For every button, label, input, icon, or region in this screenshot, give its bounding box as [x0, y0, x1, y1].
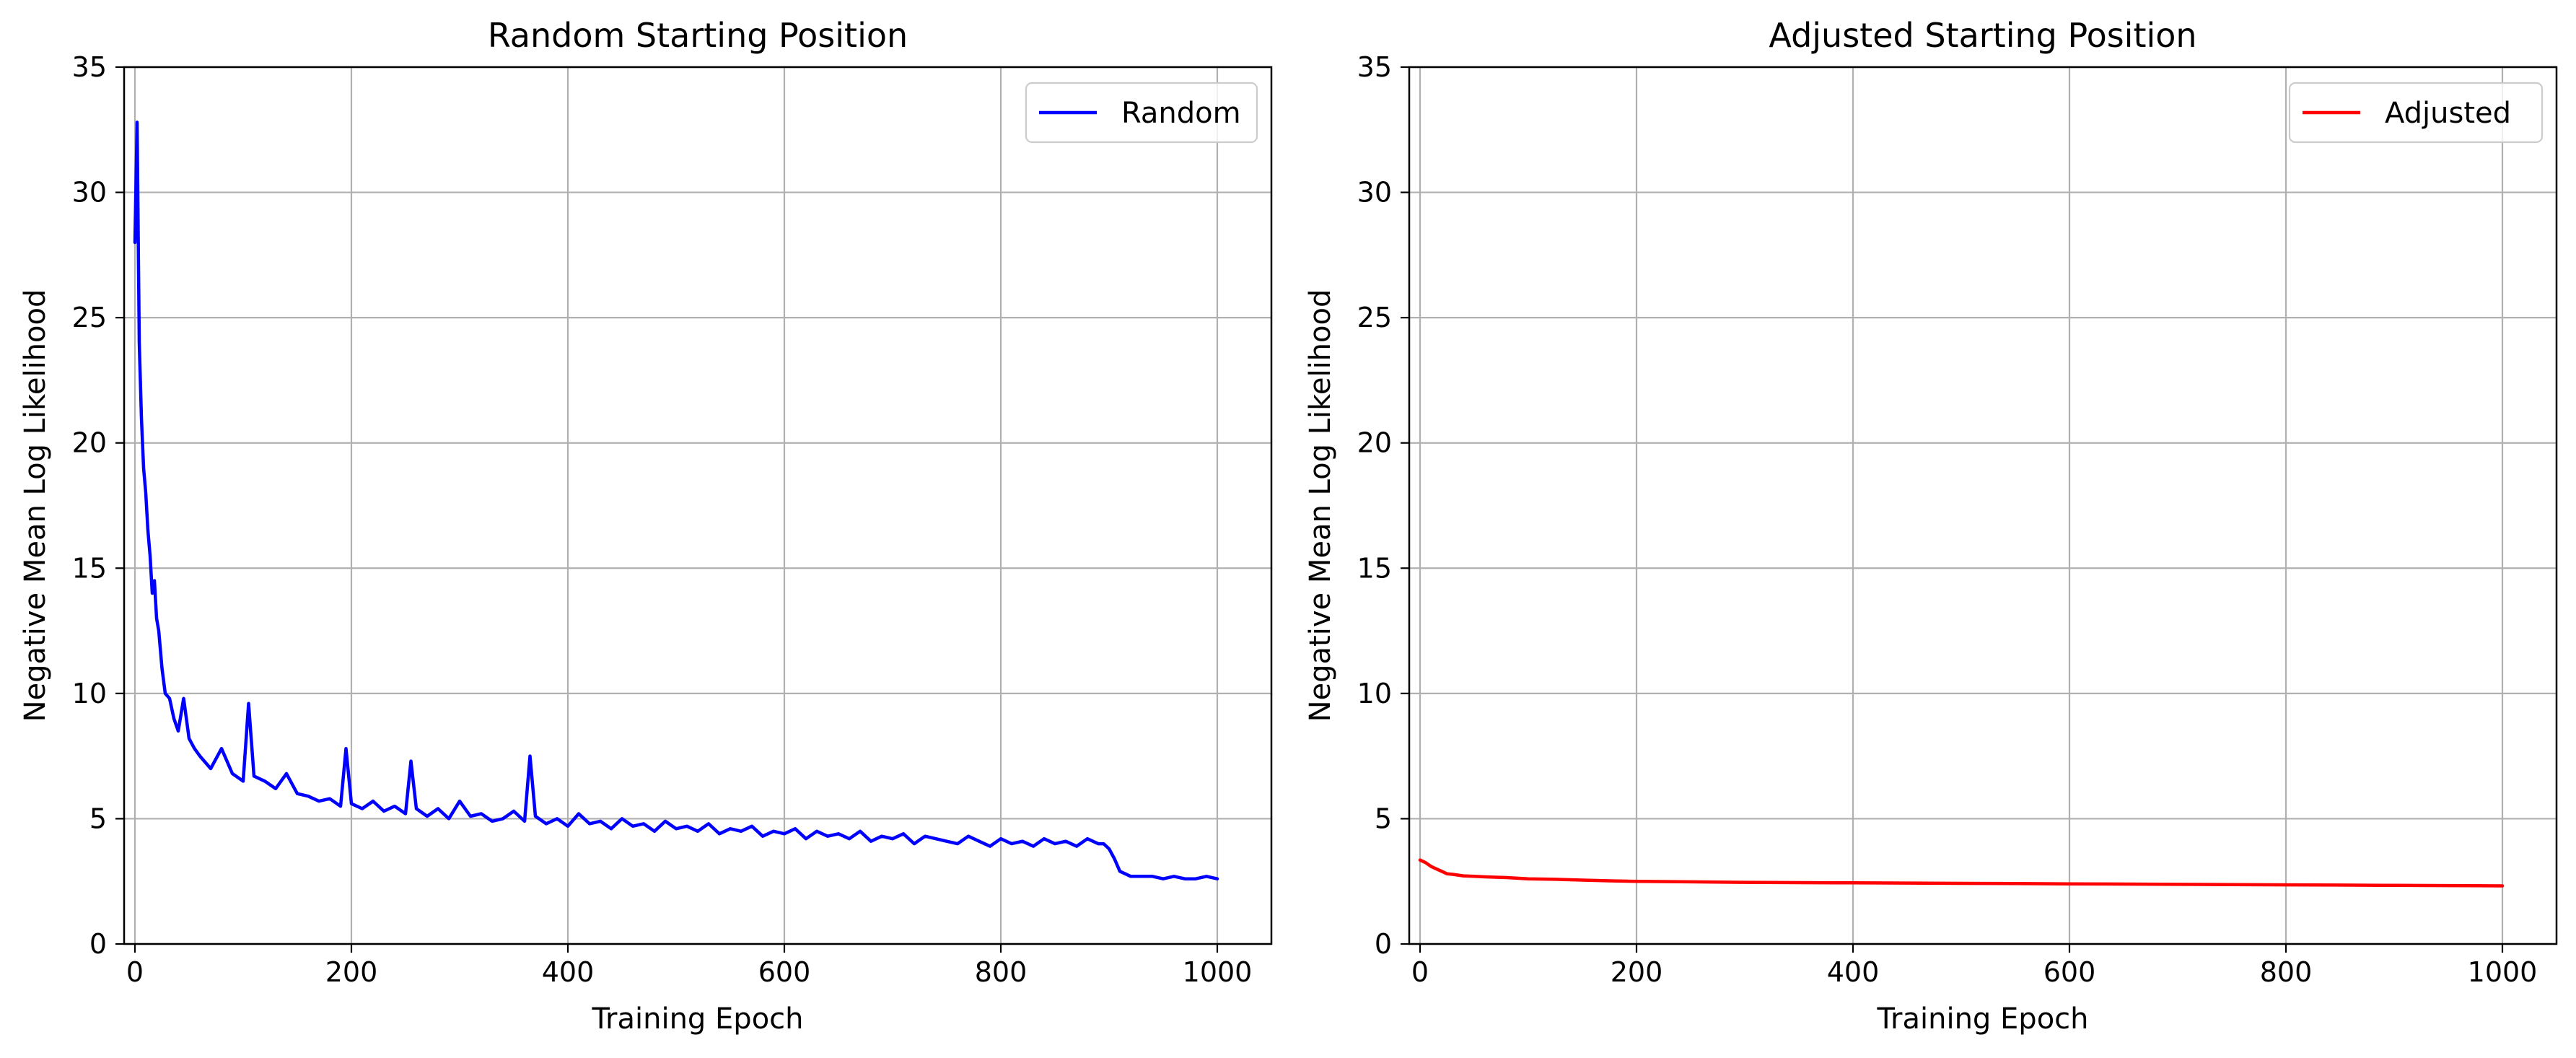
chart-1: 0 200 400 600 800 1000 0 5 10 15 20 25 30 35 Random St…: [19, 16, 1273, 1036]
y-tick-label: 5: [89, 803, 107, 834]
x-axis-label: Training Epoch: [591, 1002, 803, 1036]
x-axis-label: Training Epoch: [1876, 1002, 2088, 1036]
legend-box: [2288, 82, 2544, 144]
x-tick-label: 600: [2043, 956, 2096, 988]
x-tick-label: 1000: [1183, 956, 1253, 988]
plot-frame: [123, 66, 1273, 945]
y-tick-label: 25: [1357, 302, 1392, 333]
x-tick-label: 400: [1827, 956, 1880, 988]
series-line-adjusted: [1418, 858, 2505, 888]
plot-frame: [1408, 66, 2558, 945]
y-tick-label: 25: [72, 302, 107, 333]
chart-title: Adjusted Starting Position: [1769, 16, 2196, 55]
chart-title: Random Starting Position: [488, 16, 908, 55]
x-tick-label: 1000: [2468, 956, 2538, 988]
y-tick-label: 0: [89, 928, 107, 960]
y-tick-label: 5: [1375, 803, 1392, 834]
y-tick-label: 10: [1357, 678, 1392, 709]
y-tick-label: 15: [1357, 552, 1392, 584]
y-axis-label: Negative Mean Log Likelihood: [19, 289, 52, 722]
y-tick-label: 0: [1375, 928, 1392, 960]
series-line-random: [133, 121, 1219, 880]
legend: Adjusted: [2288, 82, 2544, 144]
y-tick-label: 35: [72, 51, 107, 83]
x-tick-label: 0: [126, 956, 144, 988]
y-tick-label: 30: [1357, 177, 1392, 209]
y-tick-label: 20: [1357, 427, 1392, 459]
legend-label: Adjusted: [2385, 97, 2511, 130]
y-tick-label: 35: [1357, 51, 1392, 83]
x-tick-label: 800: [2260, 956, 2313, 988]
y-tick-label: 15: [72, 552, 107, 584]
legend-box: [1025, 82, 1258, 144]
x-tick-label: 200: [325, 956, 378, 988]
x-tick-label: 800: [975, 956, 1028, 988]
y-tick-label: 20: [72, 427, 107, 459]
x-tick-label: 200: [1611, 956, 1663, 988]
y-axis-label: Negative Mean Log Likelihood: [1304, 289, 1337, 722]
y-tick-label: 10: [72, 678, 107, 709]
x-tick-label: 600: [758, 956, 811, 988]
chart-2: 0 200 400 600 800 1000 0 5 10 15 20 25 30 35 Adjusted …: [1304, 16, 2558, 1036]
y-tick-label: 30: [72, 177, 107, 209]
x-tick-label: 400: [542, 956, 595, 988]
legend-label: Random: [1121, 97, 1241, 130]
x-tick-label: 0: [1411, 956, 1429, 988]
legend: Random: [1025, 82, 1258, 144]
